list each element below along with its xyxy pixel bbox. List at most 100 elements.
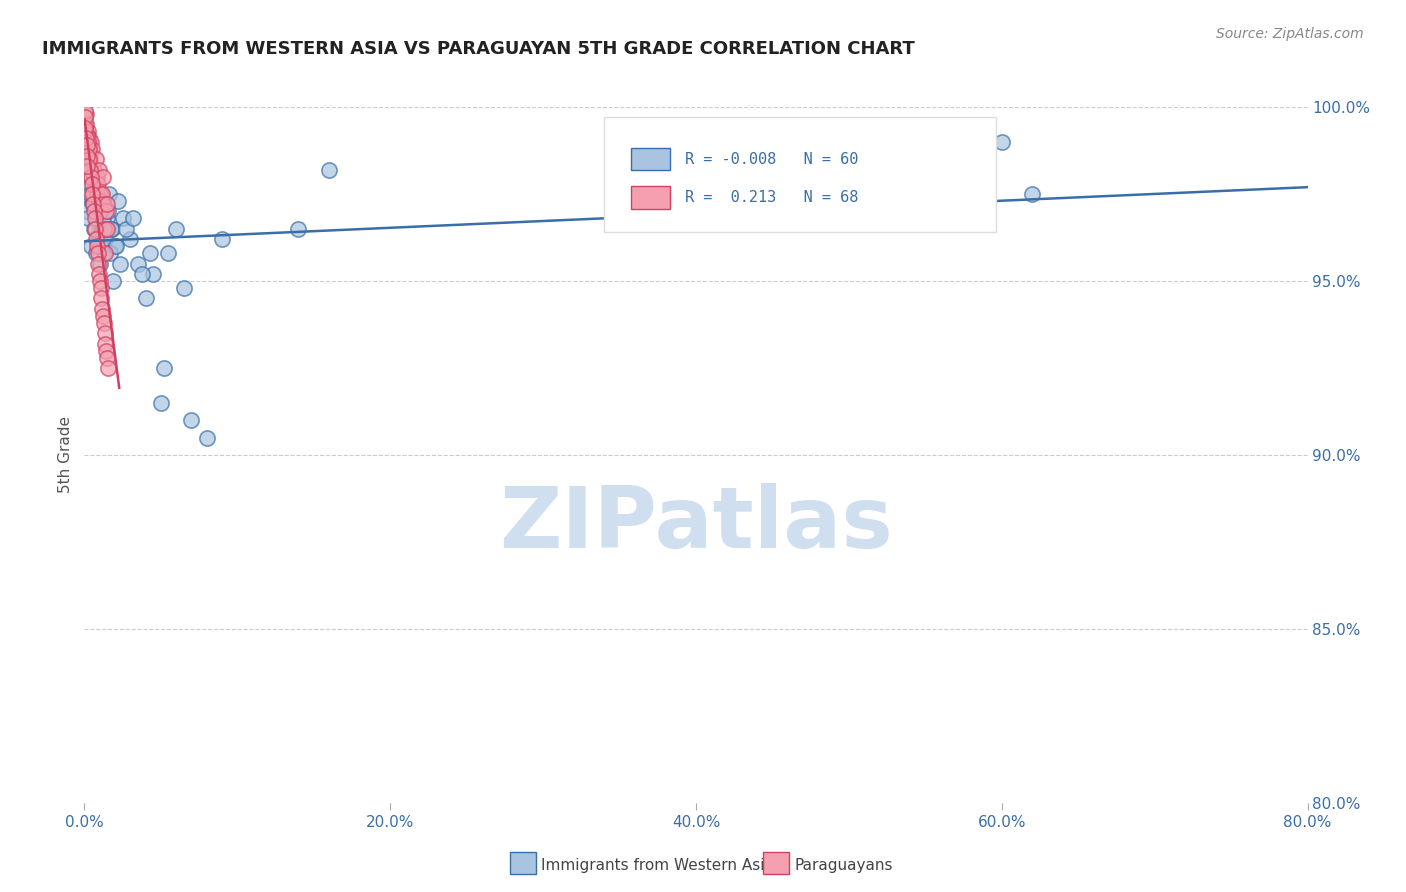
Y-axis label: 5th Grade: 5th Grade bbox=[58, 417, 73, 493]
Point bbox=[93, 316, 115, 330]
Point bbox=[211, 232, 233, 246]
Point bbox=[89, 186, 111, 201]
Bar bbox=[631, 186, 671, 209]
Point bbox=[84, 221, 107, 235]
Point bbox=[76, 159, 98, 173]
Point bbox=[82, 186, 104, 201]
Point bbox=[83, 221, 105, 235]
Point bbox=[131, 267, 153, 281]
Point bbox=[90, 281, 112, 295]
Point bbox=[76, 162, 98, 177]
Point bbox=[83, 162, 105, 177]
Point bbox=[76, 142, 98, 156]
Point bbox=[105, 239, 128, 253]
Point bbox=[91, 186, 114, 201]
Point bbox=[91, 232, 114, 246]
Point bbox=[76, 135, 98, 149]
Point bbox=[86, 169, 108, 184]
Point bbox=[76, 204, 98, 219]
Point bbox=[107, 194, 129, 208]
Point bbox=[79, 145, 101, 160]
Point bbox=[96, 197, 118, 211]
Point bbox=[82, 197, 104, 211]
Text: Immigrants from Western Asia: Immigrants from Western Asia bbox=[541, 858, 775, 872]
Point bbox=[84, 152, 107, 166]
Point bbox=[122, 211, 145, 226]
Point bbox=[89, 274, 111, 288]
Point bbox=[195, 430, 218, 444]
Point bbox=[77, 211, 100, 226]
Point bbox=[82, 197, 104, 211]
Point bbox=[80, 135, 103, 149]
Point bbox=[90, 239, 112, 253]
Point bbox=[87, 177, 110, 191]
Text: IMMIGRANTS FROM WESTERN ASIA VS PARAGUAYAN 5TH GRADE CORRELATION CHART: IMMIGRANTS FROM WESTERN ASIA VS PARAGUAY… bbox=[42, 40, 915, 58]
Point bbox=[86, 186, 108, 201]
Point bbox=[90, 194, 112, 208]
Point bbox=[75, 131, 97, 145]
Point bbox=[97, 186, 120, 201]
Point bbox=[84, 246, 107, 260]
Point bbox=[79, 162, 101, 177]
Point bbox=[108, 256, 131, 270]
Point bbox=[101, 274, 124, 288]
Point bbox=[83, 186, 105, 201]
Point bbox=[87, 256, 110, 270]
Point bbox=[90, 291, 112, 305]
Point bbox=[157, 246, 180, 260]
Point bbox=[1021, 186, 1043, 201]
Point bbox=[91, 309, 114, 323]
Point bbox=[80, 142, 103, 156]
Point bbox=[89, 204, 111, 219]
Point bbox=[80, 197, 103, 211]
Point bbox=[75, 128, 97, 142]
Point bbox=[76, 135, 98, 149]
Point bbox=[165, 221, 187, 235]
Point bbox=[93, 246, 115, 260]
Point bbox=[287, 221, 309, 235]
Point bbox=[100, 221, 122, 235]
Point bbox=[87, 194, 110, 208]
Point bbox=[80, 177, 103, 191]
Point bbox=[104, 239, 127, 253]
Text: Paraguayans: Paraguayans bbox=[794, 858, 893, 872]
Point bbox=[75, 117, 97, 131]
Point bbox=[96, 221, 118, 235]
Point bbox=[77, 131, 100, 145]
Point bbox=[75, 124, 97, 138]
Point bbox=[149, 395, 172, 409]
Point bbox=[89, 267, 111, 281]
Point bbox=[89, 221, 111, 235]
Point bbox=[91, 221, 114, 235]
Point bbox=[77, 124, 100, 138]
Point bbox=[153, 360, 176, 375]
Point bbox=[93, 197, 115, 211]
Point bbox=[94, 204, 117, 219]
Point bbox=[77, 177, 100, 191]
Point bbox=[75, 117, 97, 131]
Point bbox=[87, 246, 110, 260]
Point bbox=[76, 128, 98, 142]
Point bbox=[84, 204, 107, 219]
Point bbox=[139, 246, 162, 260]
Point bbox=[75, 107, 97, 121]
Point bbox=[111, 211, 134, 226]
Point bbox=[991, 135, 1014, 149]
Point bbox=[96, 351, 118, 365]
Point bbox=[318, 162, 340, 177]
Text: R =  0.213   N = 68: R = 0.213 N = 68 bbox=[685, 190, 858, 205]
Point bbox=[84, 177, 107, 191]
Text: R = -0.008   N = 60: R = -0.008 N = 60 bbox=[685, 152, 858, 167]
Point bbox=[97, 204, 120, 219]
Point bbox=[96, 211, 118, 226]
Point bbox=[87, 228, 110, 243]
Point bbox=[87, 162, 110, 177]
Point bbox=[86, 177, 108, 191]
Point bbox=[77, 152, 100, 166]
Point bbox=[97, 360, 120, 375]
Point bbox=[86, 211, 108, 226]
Point bbox=[93, 211, 115, 226]
Point bbox=[135, 291, 157, 305]
Point bbox=[91, 169, 114, 184]
Point bbox=[76, 138, 98, 153]
